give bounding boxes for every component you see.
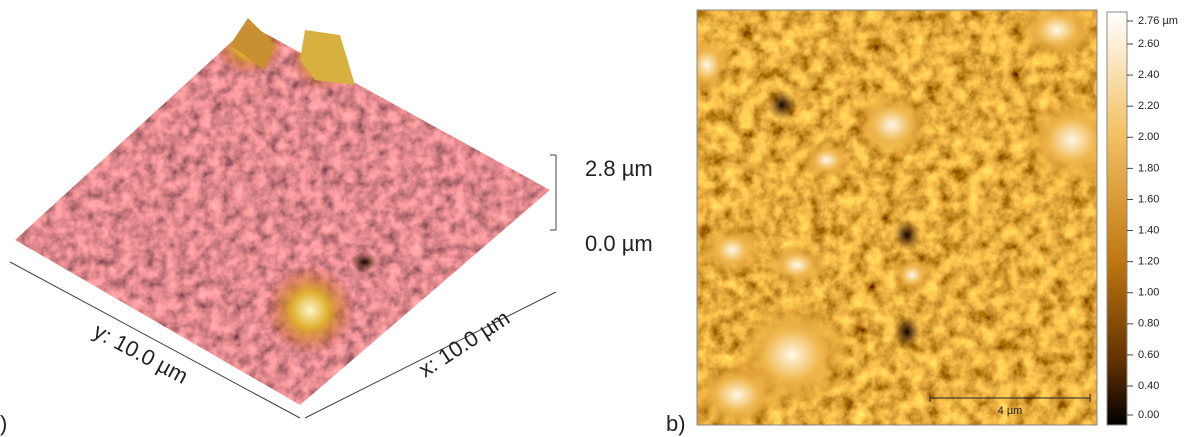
colorbar-tick-label: 2.60 [1138, 38, 1159, 50]
surface-3d [0, 0, 560, 420]
colorbar-tick-label: 0.60 [1138, 349, 1159, 361]
colorbar-tick-label: 1.40 [1138, 224, 1159, 236]
afm-image [682, 0, 1122, 430]
grain [767, 243, 827, 287]
figure: 2.8 µm 0.0 µm y: 10.0 µm x: 10.0 µm ) 4 … [0, 0, 1194, 437]
grain [702, 225, 762, 275]
grain [802, 140, 852, 180]
pit [767, 90, 797, 120]
colorbar-max-label: 2.76 µm [1138, 15, 1178, 27]
pit [893, 315, 921, 349]
panel-label: b) [666, 411, 686, 436]
panel-label: ) [0, 411, 7, 436]
colorbar-tick-label: 2.00 [1138, 131, 1159, 143]
grain [682, 35, 732, 95]
grain [852, 90, 932, 160]
colorbar-tick-label: 1.00 [1138, 287, 1159, 299]
colorbar-tick-label: 0.80 [1138, 318, 1159, 330]
colorbar-tick-label: 0.00 [1138, 409, 1159, 421]
grain [692, 360, 782, 430]
peak [265, 265, 355, 355]
grain [892, 257, 932, 293]
colorbar [1107, 12, 1127, 425]
pit [351, 252, 379, 272]
colorbar-tick-label: 2.20 [1138, 100, 1159, 112]
scale-bar-label: 4 µm [998, 405, 1023, 417]
colorbar-tick-label: 1.60 [1138, 193, 1159, 205]
grain [1017, 0, 1097, 60]
colorbar-tick-label: 1.20 [1138, 256, 1159, 268]
surface-texture [0, 0, 560, 420]
x-axis-label: x: 10.0 µm [414, 305, 514, 382]
colorbar-tick-label: 2.40 [1138, 69, 1159, 81]
panel-a: 2.8 µm 0.0 µm y: 10.0 µm x: 10.0 µm ) [0, 0, 653, 436]
panel-b: 4 µm 2.60 2.40 2.20 2.00 1.80 1.60 1.40 1.20 1.0… [666, 0, 1178, 436]
z-bottom-label: 0.0 µm [585, 231, 653, 256]
pit [893, 219, 921, 251]
z-top-label: 2.8 µm [585, 156, 653, 181]
colorbar-ticks: 2.60 2.40 2.20 2.00 1.80 1.60 1.40 1.20 1.00 0.80… [1127, 21, 1159, 421]
colorbar-tick-label: 0.40 [1138, 380, 1159, 392]
colorbar-tick-label: 1.80 [1138, 162, 1159, 174]
